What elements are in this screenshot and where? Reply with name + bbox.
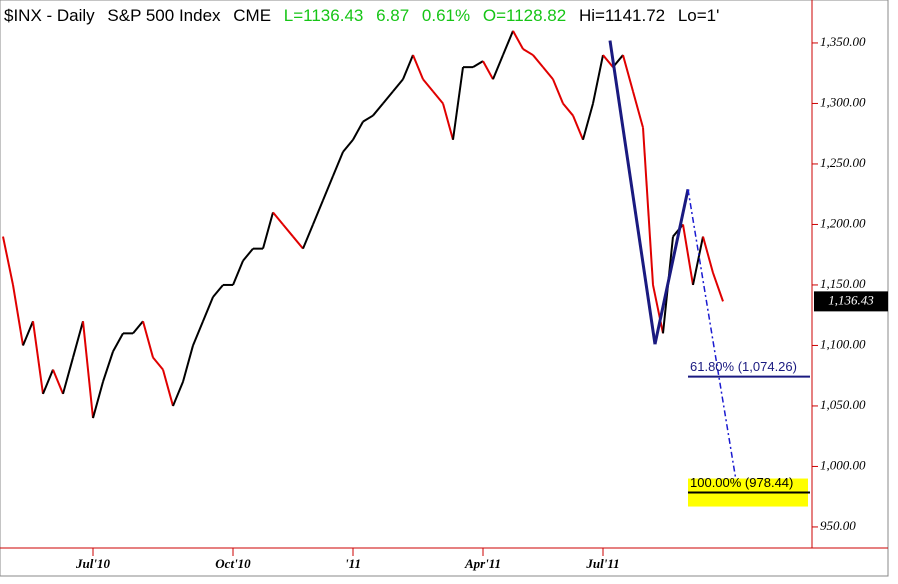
price-segment (712, 272, 724, 302)
price-segment (372, 102, 384, 117)
x-tick-label: Jul'11 (585, 556, 619, 571)
price-segment (562, 102, 574, 117)
price-segment (292, 235, 304, 250)
price-segment (482, 60, 494, 80)
price-segment (12, 284, 24, 346)
price-segment (302, 224, 314, 250)
x-tick-label: Apr'11 (464, 556, 501, 571)
x-tick-label: Oct'10 (215, 556, 251, 571)
y-tick-label: 1,150.00 (820, 276, 866, 291)
y-tick-label: 1,100.00 (820, 336, 866, 351)
price-segment (22, 320, 34, 346)
fib-label: 61.80% (1,074.26) (690, 359, 797, 374)
x-tick-label: '11 (345, 556, 361, 571)
y-tick-label: 1,250.00 (820, 155, 866, 170)
price-segment (642, 127, 654, 286)
price-segment (52, 369, 64, 395)
y-tick-label: 1,050.00 (820, 397, 866, 412)
price-segment (522, 48, 534, 56)
price-segment (442, 103, 454, 141)
name: S&P 500 Index (107, 6, 221, 25)
price-segment (422, 78, 434, 92)
exchange: CME (233, 6, 272, 25)
change: 6.87 (376, 6, 410, 25)
y-tick-label: 1,000.00 (820, 457, 866, 472)
pattern-line (687, 189, 739, 493)
low: Lo=1' (677, 6, 720, 25)
price-segment (622, 54, 634, 92)
price-segment (172, 381, 184, 407)
y-tick-label: 1,300.00 (820, 94, 866, 109)
price-segment (572, 115, 584, 141)
price-segment (202, 296, 214, 322)
price-segment (242, 248, 254, 262)
price-segment (322, 175, 334, 201)
last-price-box (814, 291, 888, 312)
last: L=1136.43 (283, 6, 364, 25)
price-segment (262, 212, 274, 249)
price-segment (132, 320, 144, 334)
price-segment (212, 284, 224, 298)
price-segment (312, 199, 324, 225)
price-segment (602, 54, 614, 68)
price-segment (412, 54, 424, 80)
y-tick-label: 1,350.00 (820, 34, 866, 49)
price-segment (32, 321, 44, 394)
price-segment (162, 369, 174, 407)
price-segment (582, 103, 594, 141)
price-segment (452, 67, 464, 140)
fib-label: 100.00% (978.44) (690, 475, 793, 490)
price-segment (342, 139, 354, 153)
price-segment (192, 320, 204, 346)
price-segment (692, 236, 704, 286)
price-segment (42, 369, 54, 395)
price-segment (502, 30, 514, 56)
price-segment (402, 54, 414, 80)
price-segment (552, 78, 564, 104)
price-segment (352, 121, 364, 141)
price-segment (592, 54, 604, 104)
price-segment (432, 90, 444, 105)
price-segment (702, 236, 714, 274)
price-segment (682, 224, 694, 286)
price-segment (142, 320, 154, 358)
price-segment (472, 60, 484, 69)
pattern-line (608, 40, 657, 345)
price-segment (632, 91, 644, 128)
change-pct: 0.61% (421, 6, 471, 25)
price-segment (72, 320, 84, 358)
y-tick-label: 950.00 (820, 518, 856, 533)
price-segment (362, 114, 374, 123)
price-segment (542, 66, 554, 80)
price-segment (272, 211, 284, 226)
price-segment (232, 260, 244, 286)
price-segment (392, 78, 404, 92)
pattern-line (653, 189, 690, 345)
price-segment (332, 151, 344, 177)
price-segment (512, 30, 524, 50)
price-segment (532, 54, 544, 68)
high: Hi=1141.72 (578, 6, 666, 25)
price-segment (652, 284, 664, 334)
price-segment (102, 351, 114, 383)
last-price-label: 1,136.43 (828, 292, 874, 307)
x-tick-label: Jul'10 (75, 556, 110, 571)
price-segment (112, 332, 124, 352)
price-segment (492, 54, 504, 80)
price-segment (182, 345, 194, 383)
price-segment (82, 321, 94, 419)
price-segment (2, 236, 14, 286)
y-tick-label: 1,200.00 (820, 215, 866, 230)
price-segment (62, 357, 74, 395)
open: O=1128.82 (482, 6, 567, 25)
price-segment (382, 90, 394, 105)
price-segment (92, 381, 104, 419)
header: $INX - Daily S&P 500 Index CME L=1136.43… (4, 6, 810, 26)
price-segment (152, 356, 164, 371)
symbol: $INX - Daily (4, 6, 95, 25)
price-segment (282, 223, 294, 238)
